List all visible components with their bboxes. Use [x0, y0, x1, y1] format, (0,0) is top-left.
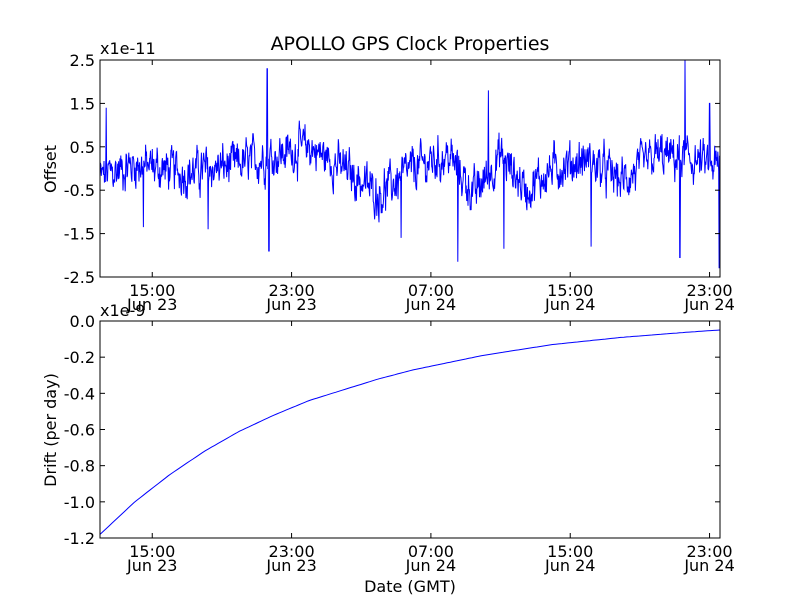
drift-ytick-label: -0.4: [64, 384, 95, 403]
drift-xtick-date: Jun 24: [683, 556, 734, 575]
drift-series-line: [99, 329, 721, 535]
offset-xtick-time: 23:00: [269, 281, 315, 300]
drift-panel: x1e-9 Drift (per day) 0.0 -0.2 -0.4 -0.6 -0.…: [41, 301, 735, 596]
x-axis-label: Date (GMT): [364, 577, 456, 596]
offset-y-ticks: 2.5 1.5 0.5 -0.5 -1.5 -2.5: [64, 51, 720, 287]
offset-ytick-label: -0.5: [64, 181, 95, 200]
offset-xtick-time: 07:00: [408, 281, 454, 300]
offset-multiplier: x1e-11: [100, 39, 156, 58]
drift-xtick-time: 15:00: [129, 542, 175, 561]
offset-y-axis-label: Offset: [41, 145, 60, 193]
offset-xtick-date: Jun 24: [683, 295, 734, 314]
drift-xtick-time: 23:00: [686, 542, 732, 561]
drift-xtick-time: 07:00: [408, 542, 454, 561]
offset-xtick-date: Jun 24: [544, 295, 595, 314]
drift-y-ticks: 0.0 -0.2 -0.4 -0.6 -0.8 -1.0 -1.2: [64, 312, 720, 548]
drift-xtick-date: Jun 23: [126, 556, 177, 575]
drift-ytick-label: 0.0: [70, 312, 95, 331]
drift-y-axis-label: Drift (per day): [41, 373, 60, 487]
offset-xtick-time: 23:00: [686, 281, 732, 300]
offset-ytick-label: -1.5: [64, 225, 95, 244]
offset-xtick-time: 15:00: [547, 281, 593, 300]
drift-xtick-time: 23:00: [269, 542, 315, 561]
offset-xtick-time: 15:00: [129, 281, 175, 300]
drift-ytick-label: -1.0: [64, 493, 95, 512]
offset-panel: APOLLO GPS Clock Properties x1e-11 Offse…: [41, 33, 735, 314]
drift-xtick-time: 15:00: [547, 542, 593, 561]
drift-ytick-label: -0.2: [64, 348, 95, 367]
drift-ytick-label: -1.2: [64, 529, 95, 548]
offset-ytick-label: -2.5: [64, 268, 95, 287]
offset-xtick-date: Jun 23: [265, 295, 316, 314]
offset-plot-frame: [99, 59, 721, 278]
offset-xtick-date: Jun 24: [405, 295, 456, 314]
drift-plot-frame: [99, 320, 721, 539]
offset-ytick-label: 2.5: [70, 51, 95, 70]
drift-xtick-date: Jun 24: [405, 556, 456, 575]
drift-ytick-label: -0.6: [64, 421, 95, 440]
offset-xtick-date: Jun 23: [126, 295, 177, 314]
drift-ytick-label: -0.8: [64, 457, 95, 476]
drift-xtick-date: Jun 24: [544, 556, 595, 575]
offset-ytick-label: 0.5: [70, 138, 95, 157]
drift-xtick-date: Jun 23: [265, 556, 316, 575]
chart-title: APOLLO GPS Clock Properties: [271, 33, 550, 55]
offset-ytick-label: 1.5: [70, 94, 95, 113]
drift-multiplier: x1e-9: [100, 301, 145, 320]
offset-series-line: [99, 59, 721, 269]
